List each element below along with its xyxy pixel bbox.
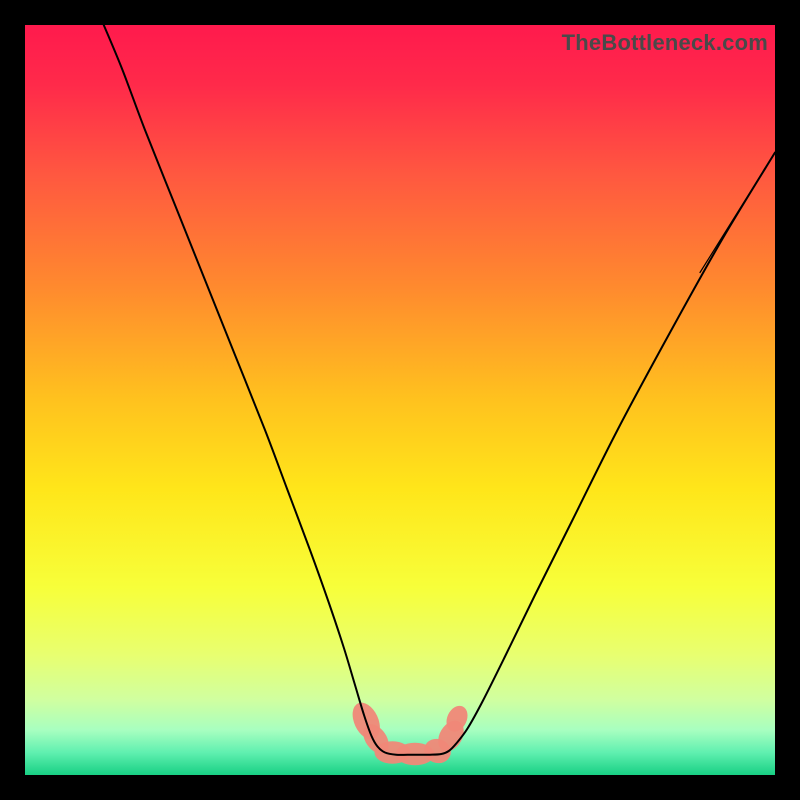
watermark-text: TheBottleneck.com — [562, 30, 768, 56]
chart-frame: TheBottleneck.com — [0, 0, 800, 800]
bottleneck-plot-area — [25, 25, 775, 775]
